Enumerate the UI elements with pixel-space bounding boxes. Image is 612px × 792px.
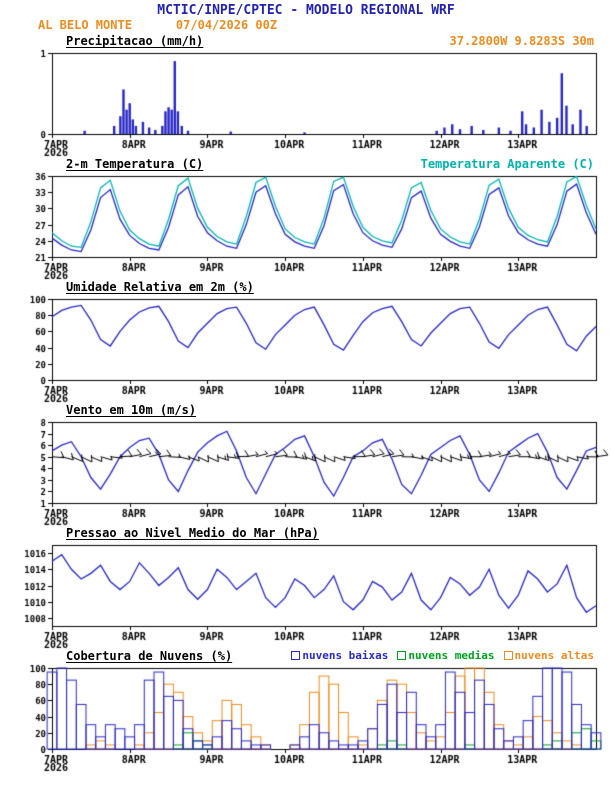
- temperature-plot: [0, 172, 612, 280]
- panel-precipitation: Precipitacao (mm/h) 37.2800W 9.8283S 30m: [0, 34, 612, 157]
- precipitation-plot: [0, 49, 612, 157]
- header-subtitle-row: AL BELO MONTE 07/04/2026 00Z: [0, 18, 612, 34]
- panel-pressure-head: Pressao ao Nivel Medio do Mar (hPa): [0, 526, 612, 541]
- panel-title-clouds: Cobertura de Nuvens (%): [66, 649, 233, 663]
- panel-wind: Vento em 10m (m/s): [0, 403, 612, 526]
- panel-temperature-head: 2-m Temperatura (C) Temperatura Aparente…: [0, 157, 612, 172]
- legend-item-mid-clouds: nuvens medias: [397, 649, 495, 662]
- panel-humidity-head: Umidade Relativa em 2m (%): [0, 280, 612, 295]
- panel-clouds-head: Cobertura de Nuvens (%) nuvens baixas nu…: [0, 649, 612, 664]
- high-clouds-swatch-icon: [503, 651, 513, 660]
- panel-wind-head: Vento em 10m (m/s): [0, 403, 612, 418]
- page-title: MCTIC/INPE/CPTEC - MODELO REGIONAL WRF: [157, 3, 455, 18]
- panel-title-humidity: Umidade Relativa em 2m (%): [66, 280, 254, 294]
- humidity-plot: [0, 295, 612, 403]
- legend-label-low-clouds: nuvens baixas: [302, 649, 389, 662]
- legend-item-low-clouds: nuvens baixas: [291, 649, 388, 662]
- cloud-legend: nuvens baixas nuvens medias nuvens altas: [291, 649, 594, 662]
- legend-item-high-clouds: nuvens altas: [503, 649, 594, 662]
- mid-clouds-swatch-icon: [397, 651, 407, 660]
- panel-precipitation-head: Precipitacao (mm/h) 37.2800W 9.8283S 30m: [0, 34, 612, 49]
- panel-title-pressure: Pressao ao Nivel Medio do Mar (hPa): [66, 526, 319, 540]
- pressure-plot: [0, 541, 612, 649]
- panel-title-wind: Vento em 10m (m/s): [66, 403, 197, 417]
- panel-humidity: Umidade Relativa em 2m (%): [0, 280, 612, 403]
- panel-clouds: Cobertura de Nuvens (%) nuvens baixas nu…: [0, 649, 612, 772]
- wind-plot: [0, 418, 612, 526]
- panel-title-temperature: 2-m Temperatura (C): [66, 157, 204, 171]
- station-coordinates: 37.2800W 9.8283S 30m: [449, 34, 595, 48]
- clouds-plot: [0, 664, 612, 772]
- low-clouds-swatch-icon: [291, 651, 301, 660]
- panel-temperature: 2-m Temperatura (C) Temperatura Aparente…: [0, 157, 612, 280]
- panel-pressure: Pressao ao Nivel Medio do Mar (hPa): [0, 526, 612, 649]
- legend-label-high-clouds: nuvens altas: [514, 649, 594, 662]
- run-datetime: 07/04/2026 00Z: [175, 18, 278, 32]
- station-name: AL BELO MONTE: [38, 18, 132, 32]
- panel-title-precipitation: Precipitacao (mm/h): [66, 34, 204, 48]
- legend-label-mid-clouds: nuvens medias: [408, 649, 495, 662]
- apparent-temperature-label: Temperatura Aparente (C): [420, 157, 594, 171]
